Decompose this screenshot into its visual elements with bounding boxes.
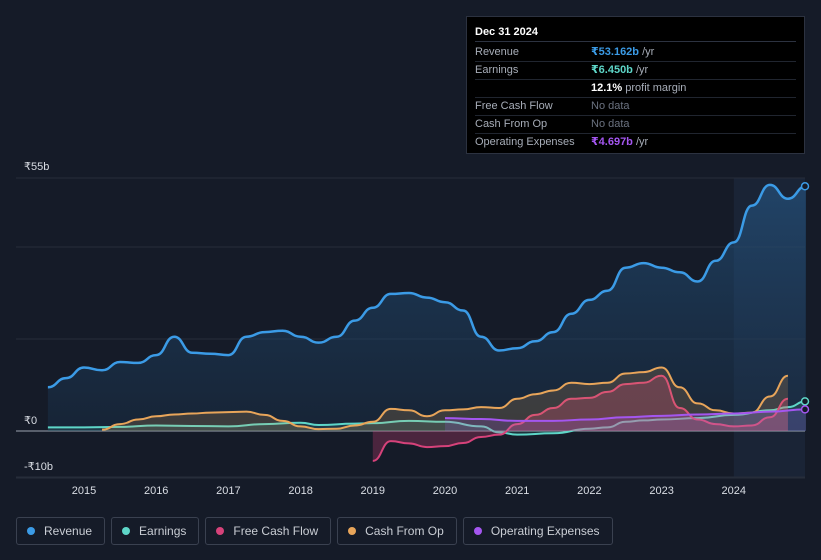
tooltip-row-fcf: Free Cash Flow No data (475, 98, 796, 116)
tooltip-value: 12.1% (591, 82, 623, 94)
legend-item-free-cash-flow[interactable]: Free Cash Flow (205, 517, 332, 545)
x-tick-label: 2023 (649, 485, 673, 497)
x-tick-label: 2022 (577, 485, 601, 497)
tooltip-label: Free Cash Flow (475, 100, 553, 112)
tooltip-row-cfo: Cash From Op No data (475, 116, 796, 134)
tooltip-label: Cash From Op (475, 118, 548, 130)
x-tick-label: 2021 (505, 485, 529, 497)
tooltip-row-opex: Operating Expenses ₹4.697b /yr (475, 134, 796, 151)
y-tick-bottom: -₹10b (24, 461, 54, 473)
legend-label: Operating Expenses (490, 524, 600, 538)
tooltip-unit: /yr (639, 46, 655, 58)
legend-item-earnings[interactable]: Earnings (111, 517, 200, 545)
tooltip-label: Earnings (475, 64, 519, 76)
cash-from-op-area (102, 367, 788, 431)
revenue-area (47, 184, 806, 431)
tooltip-value: ₹53.162b (591, 46, 640, 58)
tooltip-value: ₹6.450b (591, 64, 633, 76)
tooltip-label: Operating Expenses (475, 136, 575, 148)
tooltip-date: Dec 31 2024 (475, 25, 796, 42)
legend-label: Free Cash Flow (233, 524, 319, 538)
legend-item-operating-expenses[interactable]: Operating Expenses (462, 517, 613, 545)
tooltip-unit: profit margin (622, 82, 687, 94)
x-tick-label: 2020 (433, 485, 457, 497)
y-tick-zero: ₹0 (24, 415, 38, 427)
tooltip-row-earnings: Earnings ₹6.450b /yr (475, 62, 796, 80)
tooltip-value: No data (591, 118, 630, 130)
x-tick-label: 2018 (288, 485, 312, 497)
earnings-dot-icon (122, 527, 131, 535)
cash-from-op-line (101, 366, 789, 431)
chart-legend: Revenue Earnings Free Cash Flow Cash Fro… (16, 517, 613, 545)
x-tick-label: 2016 (144, 485, 168, 497)
tooltip-label (475, 80, 591, 97)
tooltip-unit: /yr (632, 136, 649, 148)
free-cash-flow-line (372, 374, 789, 462)
tooltip-row-revenue: Revenue ₹53.162b /yr (475, 44, 796, 62)
legend-label: Cash From Op (365, 524, 444, 538)
tooltip-value: ₹4.697b (591, 136, 633, 148)
tooltip-row-margin: 12.1% profit margin (475, 80, 796, 98)
chart-canvas: 2015 2016 2017 2018 2019 2020 2021 2022 2023 2024 (16, 177, 810, 497)
x-tick-label: 2019 (361, 485, 385, 497)
operating-expenses-line (444, 408, 807, 422)
tooltip-value: No data (591, 100, 630, 112)
operating-expenses-end-marker (800, 405, 810, 414)
legend-label: Earnings (139, 524, 187, 538)
earnings-end-marker (800, 397, 810, 406)
revenue-line (47, 183, 807, 389)
data-tooltip: Dec 31 2024 Revenue ₹53.162b /yr Earning… (466, 16, 805, 154)
tooltip-unit: /yr (632, 64, 649, 76)
operating-expenses-dot-icon (473, 527, 482, 535)
tooltip-label: Revenue (475, 46, 520, 58)
x-tick-label: 2017 (216, 485, 240, 497)
legend-item-revenue[interactable]: Revenue (16, 517, 106, 545)
y-tick-top: ₹55b (24, 161, 50, 173)
legend-item-cash-from-op[interactable]: Cash From Op (337, 517, 457, 545)
cash-from-op-dot-icon (348, 527, 357, 535)
legend-label: Revenue (44, 524, 93, 538)
earnings-line (47, 400, 807, 436)
x-tick-label: 2015 (72, 485, 96, 497)
revenue-end-marker (800, 182, 810, 191)
x-tick-label: 2024 (722, 485, 746, 497)
free-cash-flow-area (372, 375, 788, 461)
revenue-dot-icon (27, 527, 35, 535)
free-cash-flow-dot-icon (216, 527, 225, 535)
